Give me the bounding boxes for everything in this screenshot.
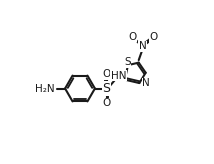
Text: O: O: [102, 98, 111, 108]
Text: N: N: [142, 78, 150, 88]
Text: S: S: [103, 82, 110, 95]
Text: O: O: [150, 32, 158, 42]
Text: HN: HN: [110, 71, 126, 81]
Text: H₂N: H₂N: [35, 83, 55, 93]
Text: S: S: [124, 57, 131, 67]
Text: O: O: [129, 32, 137, 42]
Text: N: N: [139, 41, 146, 51]
Text: O: O: [102, 69, 111, 79]
